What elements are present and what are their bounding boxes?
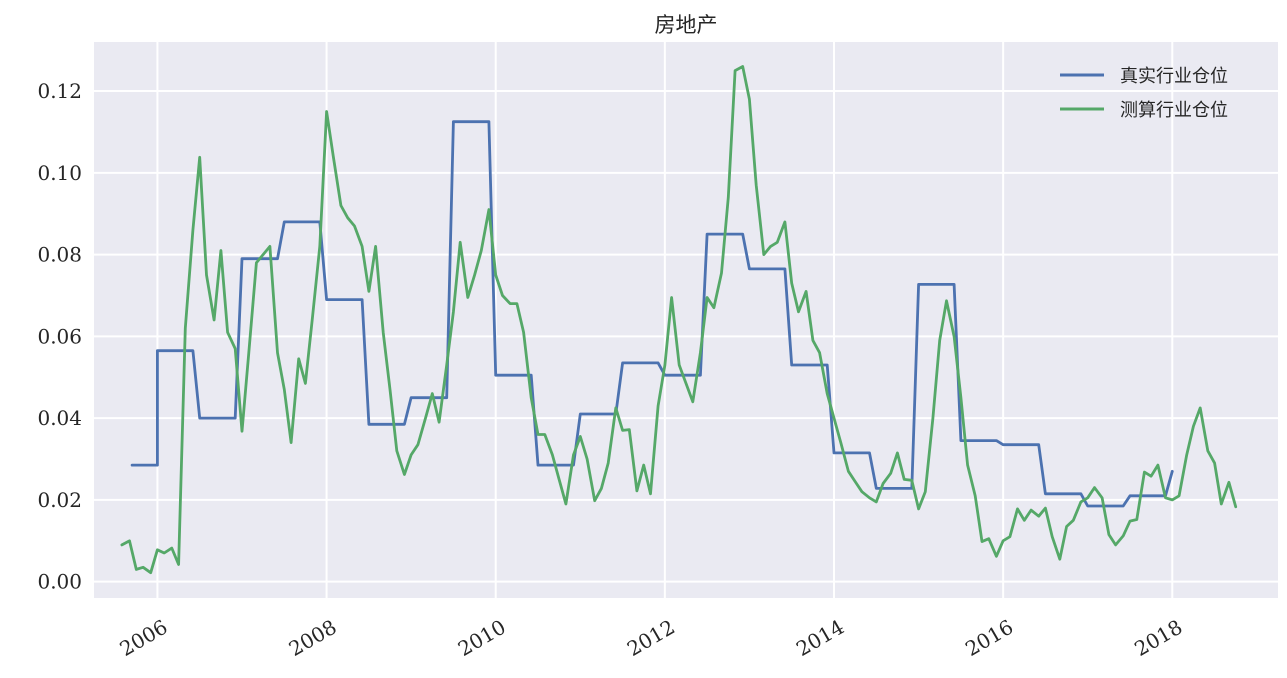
x-tick-label: 2010 [454,615,510,661]
x-tick-label: 2014 [792,615,848,661]
y-tick-label: 0.12 [37,79,82,103]
chart-title: 房地产 [655,13,718,37]
y-tick-label: 0.02 [37,488,82,512]
y-tick-label: 0.06 [37,324,82,348]
y-tick-label: 0.10 [37,161,82,185]
grid [94,42,1278,598]
plot-background [94,42,1278,598]
legend-label: 真实行业仓位 [1120,66,1228,87]
x-tick-label: 2008 [285,615,341,661]
y-tick-label: 0.04 [37,406,82,430]
y-tick-label: 0.00 [37,570,82,594]
series-line-estimated [120,65,1238,575]
legend-label: 测算行业仓位 [1120,100,1228,121]
x-tick-label: 2018 [1130,615,1186,661]
series-line-real [130,120,1174,508]
x-tick-label: 2016 [961,615,1017,661]
series-group [120,65,1238,575]
x-tick-label: 2012 [623,615,679,661]
x-tick-label: 2006 [115,615,171,661]
y-tick-label: 0.08 [37,243,82,267]
